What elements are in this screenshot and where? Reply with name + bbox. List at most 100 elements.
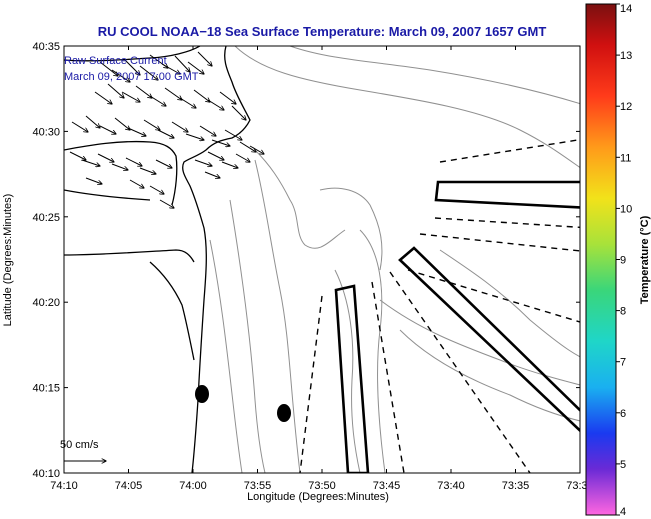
colorbar-gradient [585,3,617,516]
current-arrow [194,159,212,166]
x-tick-label: 73:55 [244,480,272,492]
current-arrow [139,65,158,80]
current-vectors [69,51,264,208]
current-arrow [219,91,236,104]
y-axis-ticks: 40:35 40:30 40:25 40:20 40:15 40:10 [32,41,580,480]
coastline-path [64,249,195,263]
x-tick-label: 74:10 [50,480,78,492]
current-arrow [71,121,88,132]
scale-label: 50 cm/s [60,439,99,451]
current-arrow [159,199,174,208]
current-arrow [204,171,220,178]
x-tick-label: 74:00 [179,480,207,492]
colorbar-tick-label: 8 [620,306,626,318]
current-arrow [127,127,146,136]
map-title: RU COOL NOAA−18 Sea Surface Temperature:… [98,24,547,39]
x-tick-label: 73:35 [502,480,530,492]
current-arrow [85,177,102,184]
zone-polygon [398,246,580,433]
current-arrow [185,133,204,140]
x-axis-label: Longitude (Degrees:Minutes) [247,491,389,503]
annotation-line1: Raw Surface Current [64,55,167,67]
current-arrow [157,129,174,138]
dashed-line [299,295,323,473]
coastline-path [182,46,251,473]
coastline-path [64,140,178,206]
coastline [64,46,251,473]
current-arrow [111,163,128,170]
zone-polygon [434,180,580,209]
colorbar-tick-label: 14 [620,3,632,15]
y-tick-label: 40:10 [32,468,60,480]
colorbar-tick-label: 6 [620,408,626,420]
colorbar-tick-label: 7 [620,357,626,369]
current-arrow [174,55,190,72]
y-tick-label: 40:35 [32,41,60,53]
colorbar-ticks: 14 13 12 11 10 9 8 7 6 5 4 [616,3,632,518]
current-arrow [129,179,144,188]
current-arrow [85,115,100,128]
zone-polygon [334,284,370,473]
colorbar-title: Temperature (°C) [639,215,651,304]
dashed-line [389,271,531,473]
x-tick-label: 73:45 [373,480,401,492]
y-tick-label: 40:15 [32,383,60,395]
current-arrow [231,105,246,120]
contour-line [319,187,383,271]
current-arrow [207,151,224,160]
contour-line [234,46,580,169]
current-arrow [107,83,124,98]
current-arrow [155,159,172,168]
zone-outlines [334,180,580,473]
contour-line [439,249,580,358]
current-arrow [239,141,256,152]
current-arrow [149,185,164,194]
current-arrow [94,91,112,104]
current-arrow [139,167,156,174]
current-arrow [235,153,250,162]
x-tick-label: 74:05 [115,480,143,492]
current-arrow [121,91,140,102]
current-arrow [221,161,238,168]
current-arrow [81,159,100,166]
colorbar-tick-label: 5 [620,459,626,471]
x-tick-label: 73:50 [308,480,336,492]
contour-line [229,199,266,473]
station-marker [277,404,291,422]
coastline-path [149,261,195,361]
current-arrow [199,125,216,136]
current-arrow [224,129,242,140]
dashed-lines [299,138,580,473]
contour-line [379,299,580,386]
station-marker [195,385,209,403]
current-arrow [164,87,182,100]
y-tick-label: 40:30 [32,126,60,138]
contour-line [254,149,346,249]
scale-indicator: 50 cm/s [60,439,106,461]
current-arrow [149,95,166,106]
colorbar: 14 13 12 11 10 9 8 7 6 5 4 Temperature (°C) [585,3,651,518]
map-area [64,46,580,473]
x-tick-label: 73:40 [437,480,465,492]
current-arrow [99,61,118,76]
coastline-path [64,189,151,201]
colorbar-tick-label: 10 [620,203,632,215]
current-arrow [135,85,152,98]
current-arrow [114,117,130,130]
contour-line [334,269,361,473]
current-arrow [124,59,140,75]
current-arrow [249,145,264,154]
contour-line [399,329,580,422]
current-arrow [179,97,196,108]
current-arrow [143,119,160,130]
coastline-path [64,46,201,62]
annotation-line2: March 09, 2007 17:00 GMT [64,71,199,83]
y-tick-label: 40:20 [32,297,60,309]
colorbar-tick-label: 12 [620,101,632,113]
current-arrow [69,151,86,160]
current-arrow [161,63,180,74]
contour-line [289,46,580,105]
current-arrow [197,51,212,66]
current-arrow [187,61,204,74]
